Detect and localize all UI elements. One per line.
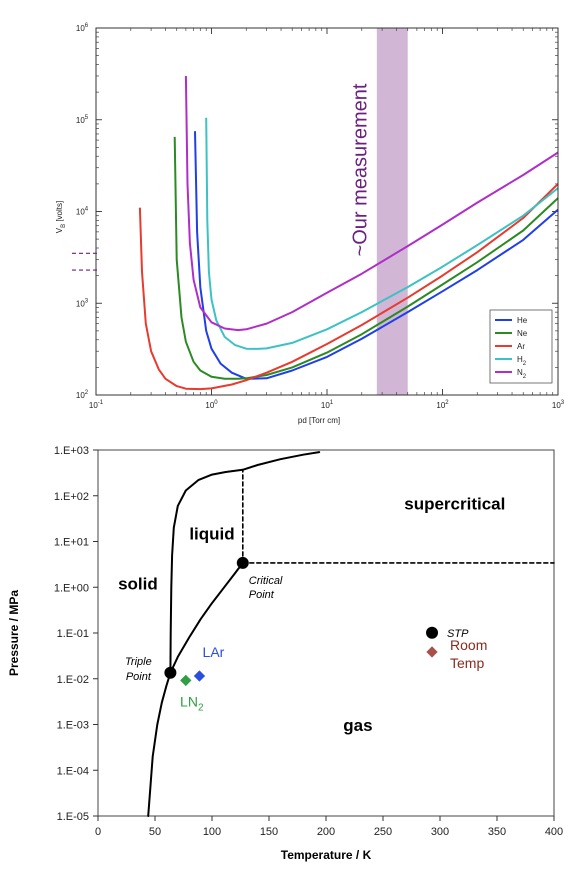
y-tick-label: 106: [76, 23, 89, 33]
region-label-solid: solid: [118, 574, 158, 593]
series-line-ne: [173, 136, 559, 380]
y-axis-label: Pressure / MPa: [7, 590, 21, 676]
triple-point-label: Point: [126, 671, 152, 683]
series-line-ar: [138, 183, 559, 391]
legend-label: Ar: [517, 342, 525, 351]
series-line-he: [194, 131, 559, 380]
x-tick-label: 200: [317, 826, 335, 838]
y-tick-label: 1.E-05: [57, 811, 89, 823]
y-tick-label: 1.E-03: [57, 720, 89, 732]
x-tick-label: 10-1: [89, 400, 104, 410]
x-tick-label: 103: [552, 400, 565, 410]
y-tick-label: 1.E-04: [57, 765, 89, 777]
x-tick-label: 350: [488, 826, 506, 838]
phase-line-1: [169, 561, 244, 674]
series-line-h2: [205, 117, 559, 350]
y-tick-label: 1.E+02: [54, 491, 89, 503]
y-tick-label: 103: [76, 298, 89, 308]
measurement-label: ~Our measurement: [349, 83, 371, 256]
y-tick-label: 105: [76, 115, 89, 125]
region-label-supercritical: supercritical: [404, 495, 505, 514]
x-tick-label: 50: [149, 826, 161, 838]
triple-point-label: Triple: [125, 656, 152, 668]
ln2-label: LN2: [180, 693, 204, 713]
critical-point-label: Point: [249, 589, 275, 601]
series-line-n2: [184, 75, 559, 332]
legend-label: H2: [517, 355, 527, 367]
x-tick-label: 100: [203, 826, 221, 838]
y-tick-label: 104: [76, 207, 89, 217]
phase-line-2: [169, 468, 244, 674]
room-temp-label: Room: [450, 637, 487, 653]
y-tick-label: 102: [76, 390, 89, 400]
y-tick-label: 1.E-01: [57, 628, 89, 640]
x-tick-label: 102: [436, 400, 449, 410]
y-tick-label: 1.E+00: [54, 582, 89, 594]
x-axis-label: Temperature / K: [281, 848, 372, 862]
region-label-liquid: liquid: [189, 525, 234, 544]
x-tick-label: 150: [260, 826, 278, 838]
paschen-chart: 10-1 100 101 102 103 102 103 104 105 106 ~Our meas…: [55, 23, 565, 425]
room-temp-label: Temp: [450, 655, 484, 671]
x-tick-label: 0: [95, 826, 101, 838]
x-tick-label: 250: [374, 826, 392, 838]
x-axis-label: pd [Torr cm]: [298, 416, 340, 425]
x-tick-label: 100: [205, 400, 218, 410]
plot-frame: [97, 449, 555, 817]
y-axis-label: VB [volts]: [55, 201, 67, 233]
lar-label: LAr: [203, 644, 225, 660]
marker-triple: [164, 666, 177, 679]
x-tick-label: 400: [545, 826, 563, 838]
legend-label: He: [517, 316, 528, 325]
y-tick-label: 1.E+01: [54, 537, 89, 549]
marker-critical: [236, 556, 249, 569]
measurement-band: [376, 28, 408, 395]
critical-point-label: Critical: [249, 575, 283, 587]
plot-frame: [95, 27, 559, 396]
phase-line-0: [147, 671, 172, 817]
phase-line-3: [241, 451, 321, 471]
y-tick-label: 1.E+03: [54, 445, 89, 457]
legend-label: N2: [517, 368, 527, 380]
stp-label: STP: [447, 628, 469, 640]
legend-label: Ne: [517, 329, 528, 338]
marker-ln: [180, 674, 192, 687]
marker-stp: [426, 626, 439, 639]
x-tick-label: 101: [321, 400, 334, 410]
y-tick-label: 1.E-02: [57, 674, 89, 686]
x-tick-label: 300: [431, 826, 449, 838]
phase-diagram-chart: 1.E+03 1.E+02 1.E+01 1.E+00 1.E-01 1.E-02 1.E-…: [7, 445, 563, 862]
region-label-gas: gas: [343, 716, 372, 735]
